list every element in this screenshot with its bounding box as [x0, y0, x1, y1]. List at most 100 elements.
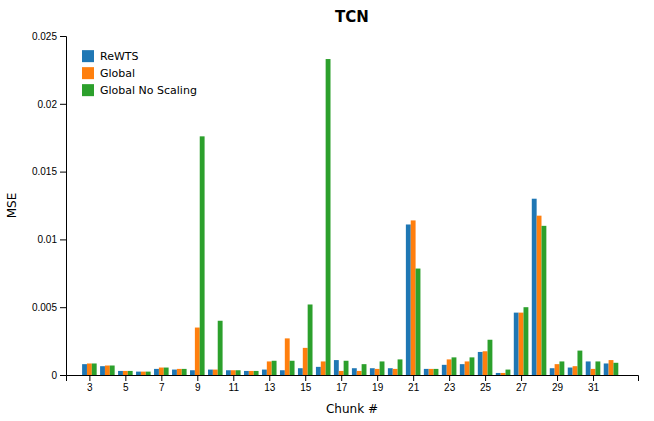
y-tick-label: 0 — [51, 370, 57, 381]
bar — [308, 304, 313, 375]
x-tick: 17 — [336, 375, 348, 393]
x-axis: 35791113151719212325272931 — [67, 375, 639, 393]
bar — [272, 361, 277, 375]
bar — [537, 216, 542, 375]
legend-item: ReWTS — [82, 50, 139, 63]
bar — [595, 361, 600, 375]
bar — [82, 364, 87, 375]
y-tick-mark — [60, 239, 66, 240]
x-tick-mark — [233, 375, 234, 381]
bar — [100, 366, 105, 375]
x-tick-mark — [125, 375, 126, 381]
y-tick: 0.015 — [32, 166, 66, 177]
x-tick-mark — [557, 375, 558, 381]
bar — [532, 199, 537, 375]
bar — [380, 361, 385, 375]
legend-item: Global No Scaling — [82, 84, 197, 97]
bar — [352, 368, 357, 375]
x-tick: 27 — [516, 375, 528, 393]
bar — [321, 361, 326, 375]
y-tick-mark — [60, 375, 66, 376]
x-tick: 11 — [229, 375, 240, 393]
y-tick: 0.025 — [32, 31, 66, 42]
x-tick-mark — [449, 375, 450, 381]
x-tick-mark — [413, 375, 414, 381]
x-tick-label: 11 — [229, 382, 240, 393]
bar — [326, 59, 331, 375]
bar — [316, 367, 321, 375]
bar — [92, 363, 97, 375]
x-tick: 5 — [123, 375, 129, 393]
bar — [460, 364, 465, 375]
bar — [218, 321, 223, 375]
x-tick-mark — [341, 375, 342, 381]
x-tick: 23 — [444, 375, 456, 393]
bar — [465, 361, 470, 375]
y-tick-label: 0.015 — [32, 166, 57, 177]
bar — [254, 371, 259, 375]
bar — [370, 368, 375, 375]
legend-box — [76, 44, 203, 103]
x-tick-label: 23 — [444, 382, 456, 393]
bar-series — [82, 199, 608, 375]
chart: 3579111315171921232527293100.0050.010.01… — [0, 0, 654, 421]
bar — [591, 369, 596, 375]
x-tick-label: 3 — [87, 382, 93, 393]
x-tick: 29 — [552, 375, 564, 393]
x-tick: 15 — [300, 375, 312, 393]
bar — [267, 361, 272, 375]
bar — [514, 313, 519, 375]
x-tick-label: 17 — [336, 382, 348, 393]
bars — [82, 59, 618, 375]
bar — [506, 370, 511, 375]
bar — [519, 313, 524, 375]
legend-swatch — [82, 84, 94, 96]
x-tick-label: 19 — [372, 382, 384, 393]
x-tick-mark — [89, 375, 90, 381]
bar — [393, 369, 398, 375]
bar — [182, 369, 187, 375]
bar — [141, 372, 146, 375]
x-tick: 31 — [588, 375, 600, 393]
bar — [496, 373, 501, 375]
bar — [488, 340, 493, 375]
bar — [609, 360, 614, 375]
y-axis: 00.0050.010.0150.020.025 — [32, 31, 67, 381]
x-tick: 13 — [264, 375, 276, 393]
legend-swatch — [82, 50, 94, 62]
bar — [555, 364, 560, 375]
bar — [208, 370, 213, 375]
legend-label: ReWTS — [100, 50, 139, 63]
bar — [249, 371, 254, 375]
bar — [416, 269, 421, 375]
bar — [577, 351, 582, 375]
bar — [236, 370, 241, 375]
bar — [344, 361, 349, 375]
x-tick-label: 21 — [408, 382, 420, 393]
bar — [424, 369, 429, 375]
legend-item: Global — [82, 67, 135, 80]
x-tick-label: 27 — [516, 382, 528, 393]
bar — [362, 364, 367, 375]
bar — [613, 363, 618, 375]
bar — [478, 352, 483, 375]
legend-label: Global No Scaling — [100, 84, 197, 97]
bar — [550, 368, 555, 375]
y-tick: 0.02 — [38, 99, 66, 110]
bar — [573, 366, 578, 375]
bar — [541, 226, 546, 375]
x-tick: 25 — [480, 375, 492, 393]
y-tick-mark — [60, 104, 66, 105]
y-tick-label: 0.02 — [38, 99, 58, 110]
bar — [568, 368, 573, 375]
bar — [159, 368, 164, 375]
x-tick-mark — [521, 375, 522, 381]
bar — [298, 368, 303, 375]
x-tick-mark — [593, 375, 594, 381]
bar — [447, 359, 452, 375]
bar — [285, 338, 290, 375]
y-tick: 0.005 — [32, 302, 66, 313]
y-axis-title: MSE — [5, 193, 19, 219]
x-tick-label: 9 — [195, 382, 201, 393]
legend-label: Global — [100, 67, 135, 80]
